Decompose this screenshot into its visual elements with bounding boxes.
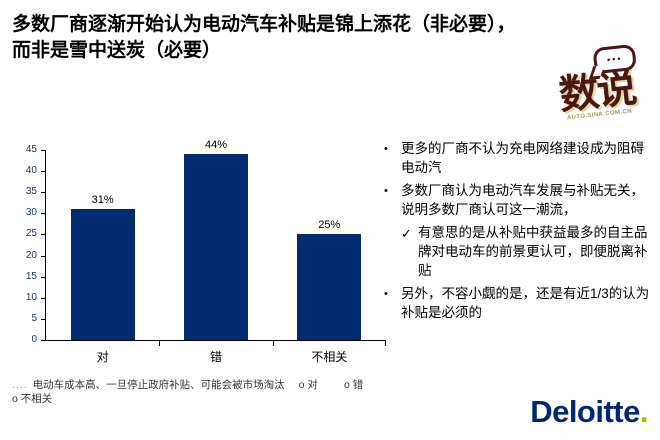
shushuo-logo: ••• 数说 AUTO.SINA.COM.CN <box>538 43 658 145</box>
y-axis-tick-label: 20 <box>25 249 37 261</box>
insights-list: • 更多的厂商不认为充电网络建设成为阻碍电动汽 • 多数厂商认为电动汽车发展与补… <box>384 139 656 326</box>
list-item: • 另外，不容小觑的是，还是有近1/3的认为补贴是必须的 <box>384 284 656 322</box>
deloitte-logo: Deloitte. <box>530 394 648 430</box>
survey-option: o 错 <box>343 379 364 391</box>
bar-value-label: 25% <box>318 219 341 232</box>
survey-question-line1: .... 电动车成本高、一旦停止政府补贴、可能会被市场淘汰 o 对 o 错 <box>12 378 422 392</box>
checkmark-icon: ✓ <box>401 226 412 241</box>
y-axis-tick-label: 0 <box>31 334 37 345</box>
list-sub-item: ✓ 有意思的是从补贴中获益最多的自主品牌对电动车的前景更认可，即便脱离补贴 <box>401 223 656 280</box>
survey-option: o 对 <box>298 379 318 391</box>
y-axis-tick-label: 25 <box>25 228 37 240</box>
x-axis-tick <box>272 340 274 346</box>
list-item-text: 有意思的是从补贴中获益最多的自主品牌对电动车的前景更认可，即便脱离补贴 <box>418 225 648 278</box>
y-axis-tick-label: 30 <box>25 207 37 219</box>
bullet-icon: • <box>384 143 388 155</box>
survey-question-text: 电动车成本高、一旦停止政府补贴、可能会被市场淘汰 <box>32 379 285 391</box>
y-axis-tick <box>41 318 46 320</box>
x-axis-tick <box>385 340 386 346</box>
x-axis-category-label: 不相关 <box>311 350 348 364</box>
bar <box>297 234 362 340</box>
y-axis-tick <box>41 276 46 278</box>
speech-bubble-icon: ••• <box>592 43 637 75</box>
blank-line-prefix: .... <box>12 379 28 391</box>
y-axis-tick <box>41 150 46 151</box>
y-axis-tick <box>41 234 46 236</box>
survey-question-line2: o 不相关 <box>12 392 422 406</box>
bar <box>70 209 135 340</box>
y-axis-tick <box>41 171 46 173</box>
x-axis-category-label: 错 <box>209 350 222 364</box>
y-axis-tick <box>41 255 46 257</box>
y-axis-tick <box>41 192 46 194</box>
y-axis-tick <box>41 213 46 215</box>
page-title-line2: 而非是雪中送炭（必要） <box>12 40 222 61</box>
y-axis-tick <box>41 340 46 341</box>
survey-question-footnote: .... 电动车成本高、一旦停止政府补贴、可能会被市场淘汰 o 对 o 错 o 不相关 <box>12 378 422 406</box>
bar-value-label: 31% <box>91 194 114 207</box>
bar <box>184 154 248 340</box>
list-item-text: 更多的厂商不认为充电网络建设成为阻碍电动汽 <box>401 141 644 175</box>
y-axis-tick-label: 40 <box>25 165 37 177</box>
deloitte-wordmark: Deloitte <box>530 394 640 429</box>
y-axis-tick-label: 5 <box>31 312 37 324</box>
deloitte-green-dot: . <box>639 394 649 429</box>
y-axis-tick-label: 45 <box>25 144 37 155</box>
speech-bubble-dots: ••• <box>606 52 623 65</box>
y-axis-tick-label: 10 <box>25 291 37 303</box>
y-axis-tick <box>41 297 46 299</box>
x-axis-tick <box>159 340 161 346</box>
bar-chart-plot-area: 0 5 10 15 20 25 30 35 40 45 31% 对 44% 错 25% 不相关 <box>26 139 386 364</box>
list-item-text: 另外，不容小觑的是，还是有近1/3的认为补贴是必须的 <box>401 286 650 320</box>
list-item-text: 多数厂商认为电动汽车发展与补贴无关，说明多数厂商认可这一潮流， <box>401 183 644 217</box>
y-axis-tick-label: 35 <box>25 186 37 198</box>
survey-option: o 不相关 <box>12 393 53 405</box>
page-title-line1: 多数厂商逐渐开始认为电动汽车补贴是锦上添花（非必要）， <box>12 14 516 35</box>
y-axis-tick-label: 15 <box>25 270 37 282</box>
bar-chart: 0 5 10 15 20 25 30 35 40 45 31% 对 44% 错 25% 不相关 <box>12 138 392 376</box>
bar-value-label: 44% <box>204 139 227 152</box>
page-title: 多数厂商逐渐开始认为电动汽车补贴是锦上添花（非必要）， 而非是雪中送炭（必要） <box>12 12 597 64</box>
bullet-icon: • <box>384 185 388 197</box>
list-item: • 多数厂商认为电动汽车发展与补贴无关，说明多数厂商认可这一潮流， <box>384 181 656 219</box>
list-item: • 更多的厂商不认为充电网络建设成为阻碍电动汽 <box>384 139 656 177</box>
x-axis-category-label: 对 <box>96 350 109 364</box>
bullet-icon: • <box>384 288 388 300</box>
